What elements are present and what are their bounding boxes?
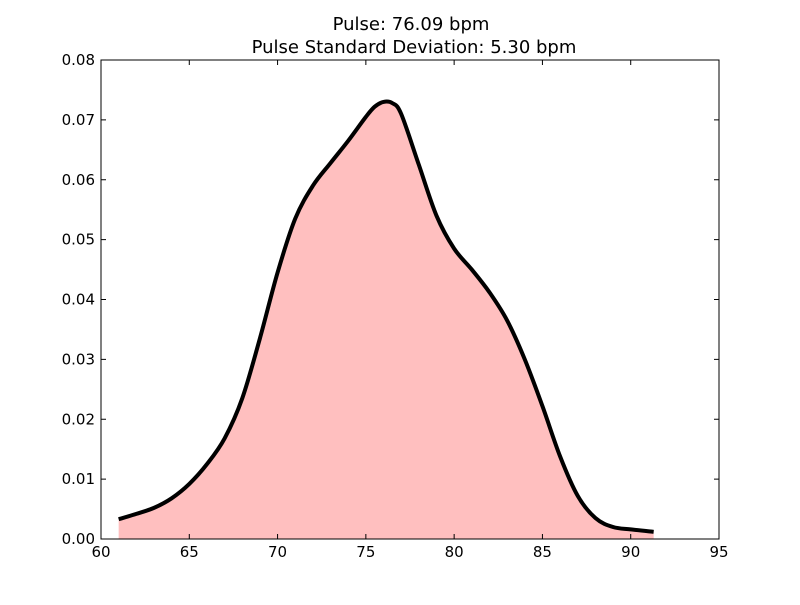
x-tick-label: 65 — [180, 543, 199, 561]
y-tick-label: 0.00 — [62, 530, 95, 548]
plot-area — [100, 59, 720, 540]
x-tick-label: 90 — [621, 543, 640, 561]
y-tick-label: 0.04 — [62, 291, 95, 309]
y-tick-label: 0.08 — [62, 51, 95, 69]
density-line — [118, 99, 654, 534]
x-tick-label: 60 — [91, 543, 110, 561]
y-tick-label: 0.02 — [62, 410, 95, 428]
x-tick-label: 95 — [709, 543, 728, 561]
chart-title: Pulse: 76.09 bpm — [333, 14, 490, 35]
x-tick-label: 85 — [533, 543, 552, 561]
y-tick-label: 0.05 — [62, 231, 95, 249]
y-tick-label: 0.07 — [62, 111, 95, 129]
density-area — [118, 101, 654, 539]
x-tick-label: 75 — [356, 543, 375, 561]
x-tick-label: 70 — [268, 543, 287, 561]
x-axis: 60 65 70 75 80 85 90 95 — [91, 60, 729, 561]
y-tick-label: 0.03 — [62, 350, 95, 368]
chart-subtitle: Pulse Standard Deviation: 5.30 bpm — [252, 37, 577, 58]
y-axis: 0.00 0.01 0.02 0.03 0.04 0.05 0.06 0.07 0.08 — [62, 51, 719, 548]
x-tick-label: 80 — [445, 543, 464, 561]
y-tick-label: 0.06 — [62, 171, 95, 189]
y-tick-label: 0.01 — [62, 470, 95, 488]
